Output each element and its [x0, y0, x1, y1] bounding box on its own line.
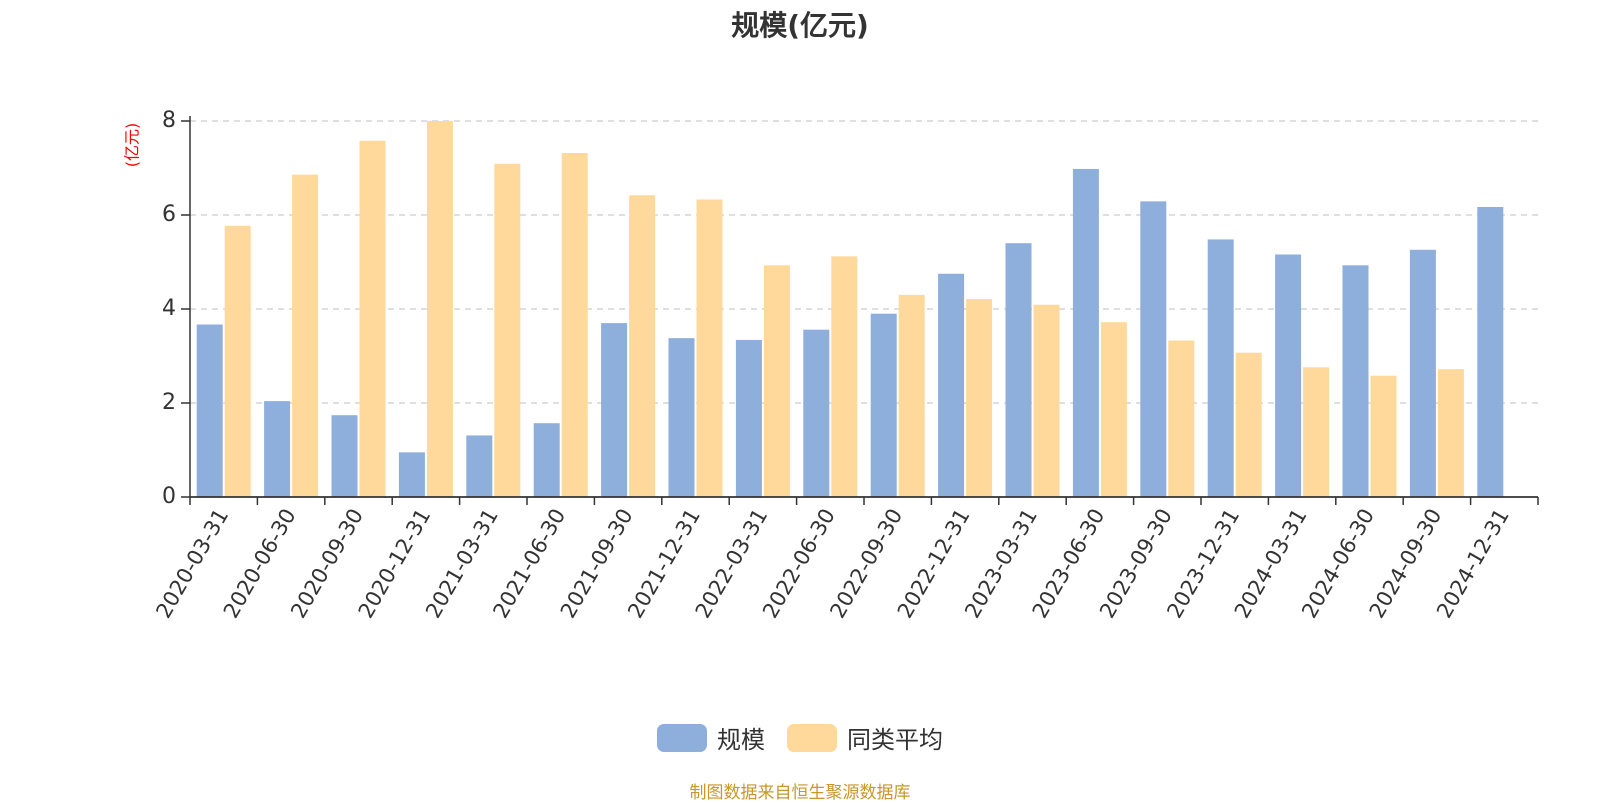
bar-scale[interactable]	[803, 329, 830, 497]
bar-peer-average[interactable]	[1303, 367, 1330, 497]
bar-scale[interactable]	[398, 452, 425, 497]
bar-scale[interactable]	[1342, 265, 1369, 497]
bar-peer-average[interactable]	[763, 265, 790, 497]
bar-peer-average[interactable]	[426, 121, 453, 497]
chart-title: 规模(亿元)	[731, 9, 869, 42]
legend-swatch-peer-average	[787, 723, 837, 752]
bar-scale[interactable]	[735, 340, 762, 497]
y-axis-label: (亿元)	[123, 123, 142, 168]
bar-peer-average[interactable]	[224, 225, 251, 497]
bar-scale[interactable]	[870, 313, 897, 497]
y-tick-label: 2	[162, 390, 176, 415]
legend-item-peer-average[interactable]: 同类平均	[787, 720, 943, 755]
bar-scale[interactable]	[1005, 243, 1032, 497]
bar-peer-average[interactable]	[1437, 369, 1464, 497]
bar-peer-average[interactable]	[629, 195, 656, 497]
bar-scale[interactable]	[466, 435, 493, 497]
legend-label-scale: 规模	[717, 726, 765, 754]
source-note: 制图数据来自恒生聚源数据库	[689, 783, 911, 803]
bar-peer-average[interactable]	[1168, 340, 1195, 497]
y-tick-label: 4	[162, 296, 176, 321]
bar-scale[interactable]	[1140, 201, 1167, 497]
bar-scale[interactable]	[668, 338, 695, 497]
bar-peer-average[interactable]	[1100, 322, 1127, 497]
y-tick-label: 8	[162, 108, 176, 133]
bar-peer-average[interactable]	[494, 163, 521, 497]
bar-scale[interactable]	[1409, 249, 1436, 497]
bar-peer-average[interactable]	[1235, 352, 1262, 497]
x-tick-label: 2024-12-31	[1432, 505, 1514, 623]
bar-scale[interactable]	[1275, 254, 1302, 497]
bar-peer-average[interactable]	[898, 294, 925, 497]
bar-scale[interactable]	[331, 415, 358, 497]
bar-peer-average[interactable]	[831, 256, 858, 497]
bar-peer-average[interactable]	[966, 299, 993, 497]
bar-scale[interactable]	[1072, 168, 1099, 497]
bar-peer-average[interactable]	[292, 174, 319, 497]
bar-scale[interactable]	[601, 323, 628, 497]
bar-peer-average[interactable]	[561, 152, 588, 497]
bar-scale[interactable]	[196, 324, 223, 497]
bar-scale[interactable]	[264, 401, 291, 497]
legend-label-peer-average: 同类平均	[847, 726, 943, 754]
bar-peer-average[interactable]	[696, 199, 723, 498]
bar-scale[interactable]	[938, 273, 965, 497]
legend: 规模 同类平均	[0, 720, 1600, 755]
bar-peer-average[interactable]	[359, 140, 386, 498]
bar-peer-average[interactable]	[1033, 304, 1060, 497]
y-tick-label: 6	[162, 202, 176, 227]
legend-item-scale[interactable]: 规模	[657, 720, 765, 755]
bar-peer-average[interactable]	[1370, 375, 1397, 497]
bar-scale[interactable]	[533, 423, 560, 497]
legend-swatch-scale	[657, 723, 707, 752]
bar-scale[interactable]	[1207, 239, 1234, 497]
gridlines	[190, 120, 1538, 404]
bar-scale[interactable]	[1477, 207, 1504, 497]
bars	[196, 121, 1504, 498]
y-tick-label: 0	[162, 484, 176, 509]
